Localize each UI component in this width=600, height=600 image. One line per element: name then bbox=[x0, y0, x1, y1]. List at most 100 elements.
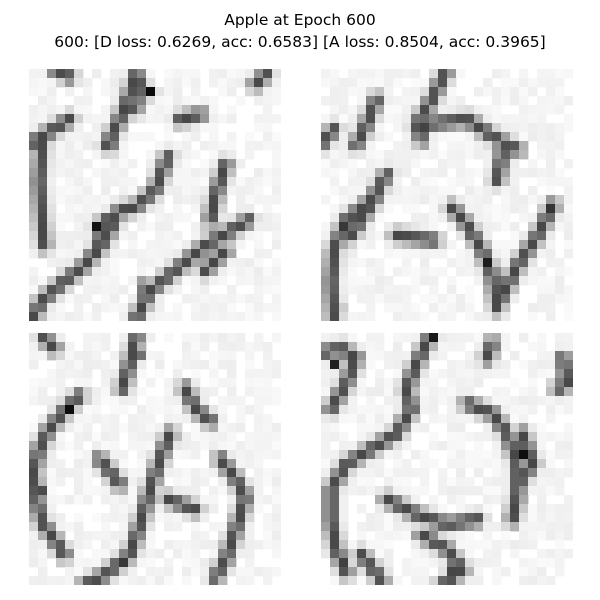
pixel bbox=[191, 405, 201, 415]
pixel bbox=[146, 186, 156, 196]
pixel bbox=[366, 141, 376, 151]
pixel bbox=[110, 114, 120, 124]
pixel bbox=[128, 249, 138, 259]
pixel bbox=[429, 351, 439, 361]
pixel bbox=[465, 285, 475, 295]
pixel bbox=[218, 450, 228, 460]
pixel bbox=[128, 96, 138, 106]
pixel bbox=[101, 114, 111, 124]
pixel bbox=[110, 513, 120, 523]
pixel bbox=[456, 540, 466, 550]
pixel bbox=[357, 258, 367, 268]
pixel bbox=[272, 477, 281, 487]
pixel bbox=[420, 249, 430, 259]
pixel bbox=[420, 186, 430, 196]
pixel bbox=[366, 303, 376, 313]
pixel bbox=[254, 285, 264, 295]
pixel bbox=[47, 312, 57, 321]
pixel bbox=[83, 159, 93, 169]
pixel bbox=[254, 231, 264, 241]
pixel bbox=[263, 87, 273, 97]
pixel bbox=[339, 522, 349, 532]
pixel bbox=[429, 396, 439, 406]
pixel bbox=[182, 576, 192, 585]
pixel bbox=[411, 513, 421, 523]
pixel bbox=[272, 504, 281, 514]
pixel bbox=[519, 495, 529, 505]
pixel bbox=[447, 69, 457, 79]
pixel bbox=[438, 567, 448, 577]
pixel bbox=[492, 441, 502, 451]
pixel bbox=[555, 276, 565, 286]
pixel bbox=[209, 414, 219, 424]
pixel bbox=[528, 369, 538, 379]
pixel bbox=[330, 567, 340, 577]
pixel bbox=[119, 168, 129, 178]
pixel bbox=[501, 477, 511, 487]
pixel bbox=[65, 294, 75, 304]
pixel bbox=[501, 360, 511, 370]
pixel bbox=[465, 387, 475, 397]
pixel bbox=[339, 342, 349, 352]
pixel bbox=[510, 495, 520, 505]
pixel bbox=[245, 294, 255, 304]
pixel bbox=[56, 558, 66, 568]
pixel bbox=[74, 204, 84, 214]
pixel bbox=[245, 504, 255, 514]
pixel bbox=[465, 459, 475, 469]
pixel bbox=[83, 78, 93, 88]
pixel bbox=[245, 342, 255, 352]
pixel bbox=[393, 441, 403, 451]
pixel bbox=[402, 150, 412, 160]
pixel bbox=[501, 567, 511, 577]
pixel bbox=[164, 333, 174, 343]
pixel bbox=[101, 378, 111, 388]
pixel bbox=[411, 567, 421, 577]
pixel bbox=[209, 249, 219, 259]
pixel bbox=[483, 231, 493, 241]
pixel bbox=[227, 141, 237, 151]
pixel bbox=[465, 195, 475, 205]
pixel bbox=[38, 558, 48, 568]
pixel bbox=[38, 87, 48, 97]
pixel bbox=[429, 105, 439, 115]
pixel bbox=[74, 432, 84, 442]
pixel bbox=[384, 114, 394, 124]
pixel bbox=[74, 177, 84, 187]
pixel bbox=[101, 195, 111, 205]
pixel bbox=[438, 540, 448, 550]
pixel bbox=[384, 414, 394, 424]
pixel bbox=[483, 132, 493, 142]
pixel bbox=[321, 114, 331, 124]
pixel bbox=[74, 396, 84, 406]
pixel bbox=[411, 186, 421, 196]
pixel bbox=[438, 468, 448, 478]
pixel bbox=[519, 249, 529, 259]
pixel bbox=[74, 486, 84, 496]
pixel bbox=[146, 450, 156, 460]
pixel bbox=[146, 240, 156, 250]
pixel bbox=[483, 522, 493, 532]
pixel bbox=[447, 333, 457, 343]
pixel bbox=[339, 312, 349, 321]
pixel bbox=[375, 204, 385, 214]
pixel bbox=[200, 414, 210, 424]
pixel bbox=[218, 231, 228, 241]
pixel bbox=[447, 342, 457, 352]
pixel bbox=[438, 504, 448, 514]
pixel bbox=[330, 450, 340, 460]
pixel bbox=[348, 549, 358, 559]
pixel bbox=[119, 351, 129, 361]
pixel bbox=[173, 249, 183, 259]
pixel bbox=[47, 540, 57, 550]
pixel bbox=[384, 168, 394, 178]
pixel bbox=[564, 186, 573, 196]
pixel bbox=[348, 486, 358, 496]
pixel bbox=[321, 522, 331, 532]
pixel bbox=[447, 369, 457, 379]
pixel bbox=[263, 141, 273, 151]
pixel bbox=[465, 213, 475, 223]
pixel bbox=[447, 549, 457, 559]
pixel bbox=[528, 378, 538, 388]
pixel bbox=[528, 477, 538, 487]
